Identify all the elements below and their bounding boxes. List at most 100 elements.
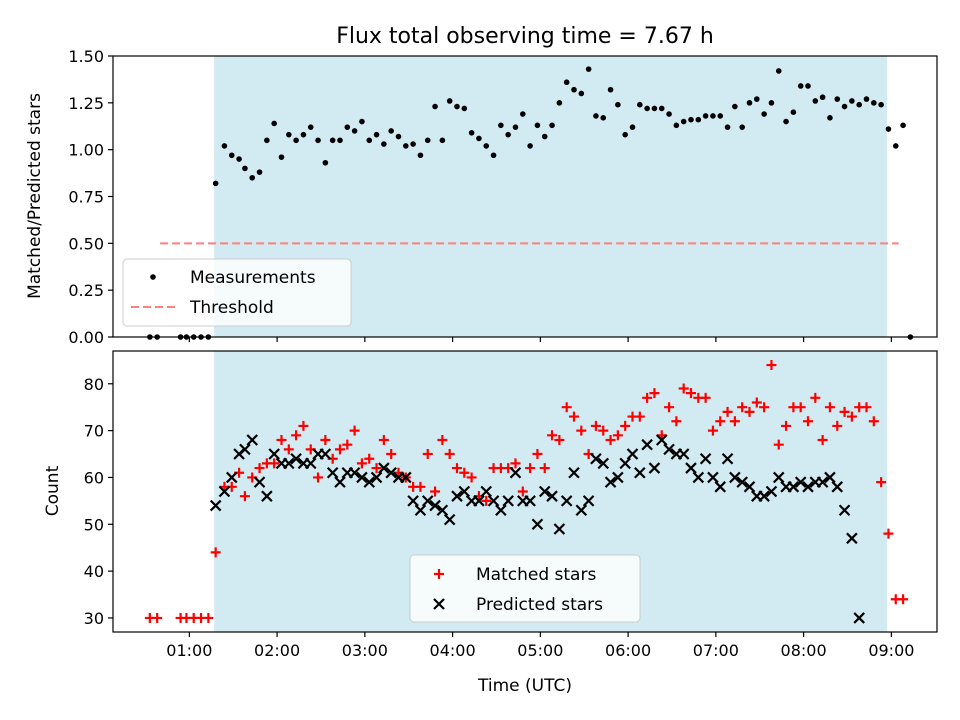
matched-star-point	[832, 420, 843, 431]
matched-star-point	[320, 434, 331, 445]
legend-marker-predicted	[433, 598, 445, 610]
matched-star-point	[876, 477, 887, 488]
measurement-point	[228, 152, 235, 159]
y-tick-label: 50	[84, 515, 104, 534]
measurement-point	[724, 124, 731, 130]
matched-star-point	[751, 397, 762, 408]
predicted-star-point	[787, 481, 800, 493]
predicted-star-point	[846, 532, 858, 545]
predicted-star-point	[794, 476, 807, 488]
predicted-star-point	[575, 504, 588, 517]
measurement-point	[732, 103, 738, 110]
measurement-point	[446, 98, 453, 104]
matched-star-point	[642, 392, 653, 403]
measurement-point	[498, 122, 504, 129]
measurement-point	[746, 100, 753, 106]
predicted-star-point	[363, 476, 376, 488]
measurement-point	[461, 105, 468, 112]
predicted-star-point	[582, 495, 595, 507]
matched-star-point	[466, 472, 477, 483]
matched-star-point	[152, 612, 163, 623]
matched-star-point	[729, 416, 740, 427]
x-tick-label: 05:00	[517, 641, 563, 660]
x-tick-label: 08:00	[781, 641, 827, 660]
measurement-point	[593, 113, 599, 119]
measurement-point	[673, 122, 680, 129]
matched-star-point	[605, 434, 616, 445]
matched-star-point	[795, 402, 806, 413]
predicted-star-point	[319, 448, 332, 460]
matched-star-point	[239, 491, 250, 502]
matched-star-point	[334, 444, 345, 455]
matched-star-point	[773, 439, 784, 450]
predicted-star-point	[502, 495, 514, 507]
count-axes-frame	[112, 350, 938, 633]
predicted-star-point	[495, 504, 507, 517]
measurement-point	[849, 98, 855, 104]
matched-star-point	[803, 416, 814, 427]
y-tick-label: 1.50	[68, 47, 104, 66]
predicted-star-point	[443, 513, 456, 526]
matched-star-point	[349, 425, 360, 436]
measurement-point	[585, 66, 592, 72]
ratio-series	[147, 66, 914, 340]
measurement-point	[344, 124, 351, 130]
matched-star-point	[356, 458, 367, 469]
predicted-star-point	[348, 466, 361, 479]
legend-box	[122, 258, 352, 327]
matched-star-point	[437, 434, 448, 445]
measurement-point	[483, 143, 490, 149]
measurement-point	[863, 96, 870, 102]
measurement-point	[236, 156, 242, 162]
x-tick-label: 02:00	[254, 641, 300, 660]
matched-star-point	[561, 402, 572, 413]
ratio-y-axis-label: Matched/Predicted stars	[25, 93, 45, 299]
predicted-star-point	[473, 495, 485, 507]
measurement-point	[666, 111, 672, 117]
predicted-star-point	[370, 471, 383, 484]
predicted-star-point	[831, 481, 844, 493]
measurement-point	[827, 115, 833, 121]
measurement-point	[856, 101, 862, 108]
x-tick-label: 04:00	[430, 641, 476, 660]
measurement-point	[337, 137, 343, 144]
measurement-point	[754, 96, 760, 102]
measurement-point	[212, 180, 219, 187]
measurement-point	[373, 131, 380, 138]
predicted-star-point	[765, 485, 778, 498]
measurement-point	[512, 124, 519, 130]
measurement-point	[322, 159, 329, 166]
matched-star-point	[715, 416, 726, 427]
measurement-point	[797, 83, 804, 89]
predicted-star-point	[641, 438, 653, 451]
measurement-point	[717, 113, 724, 119]
matched-star-point	[313, 472, 324, 483]
predicted-star-point	[619, 457, 631, 470]
matched-star-point	[291, 430, 302, 441]
predicted-star-point	[707, 471, 719, 484]
matched-star-point	[539, 463, 550, 474]
measurement-point	[439, 137, 446, 144]
predicted-star-point	[677, 448, 690, 460]
matched-star-point	[612, 430, 623, 441]
measurement-point	[278, 154, 285, 160]
predicted-star-point	[626, 448, 639, 460]
y-tick-label: 80	[84, 375, 104, 394]
matched-star-point	[678, 383, 689, 394]
matched-star-point	[664, 402, 675, 413]
predicted-star-point	[414, 504, 427, 517]
measurement-point	[359, 118, 365, 125]
measurement-point	[805, 83, 811, 89]
predicted-star-point	[524, 495, 536, 507]
matched-star-point	[203, 612, 214, 623]
predicted-star-point	[283, 457, 295, 470]
x-tick-label: 06:00	[605, 641, 651, 660]
ratio-axes: 0.00 0.25 0.50 0.75 1.00 1.25 1.50 Measurements…	[68, 47, 938, 347]
measurement-point	[841, 103, 848, 110]
matched-star-point	[276, 434, 287, 445]
predicted-star-point	[729, 471, 741, 484]
measurement-point	[775, 68, 782, 74]
measurement-point	[520, 111, 526, 117]
measurement-point	[615, 101, 621, 108]
